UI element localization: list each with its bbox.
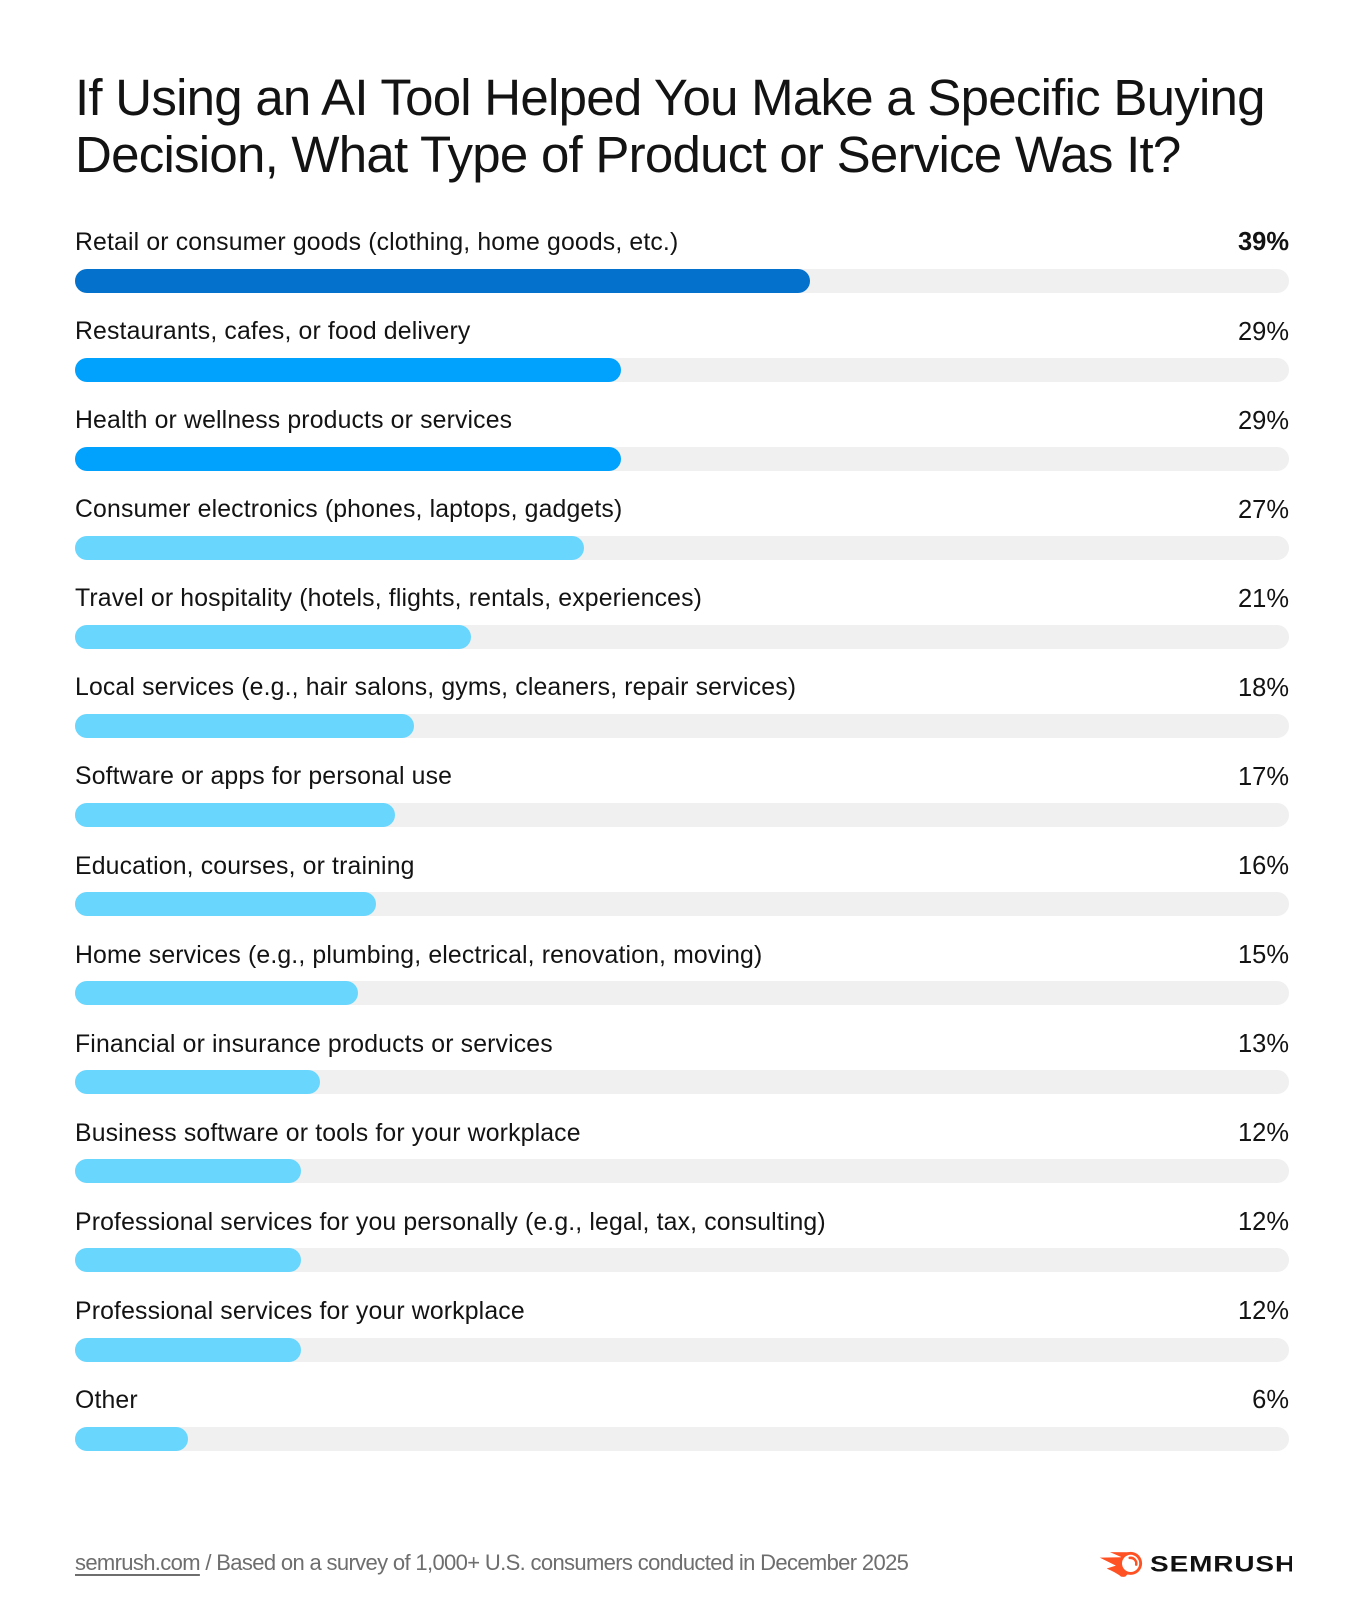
svg-text:SEMRUSH: SEMRUSH [1150,1552,1292,1576]
